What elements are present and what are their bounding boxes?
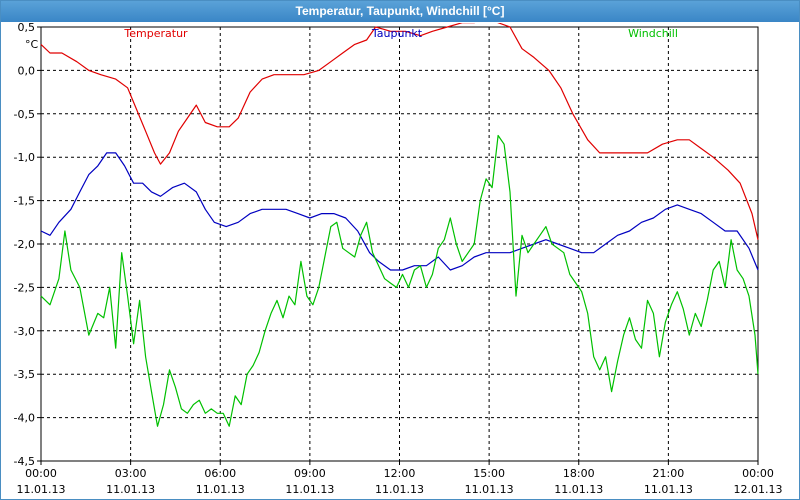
window-title: Temperatur, Taupunkt, Windchill [°C]	[1, 1, 799, 22]
y-tick-label: 0,5	[18, 23, 36, 34]
x-tick-time-label: 00:00	[25, 467, 57, 480]
legend-temperatur: Temperatur	[123, 27, 188, 40]
x-tick-time-label: 18:00	[563, 467, 595, 480]
y-tick-label: -1,0	[14, 151, 35, 164]
x-tick-date-label: 11.01.13	[644, 483, 693, 496]
x-tick-date-label: 11.01.13	[465, 483, 514, 496]
x-tick-time-label: 03:00	[115, 467, 147, 480]
x-tick-time-label: 21:00	[653, 467, 685, 480]
legend-taupunkt: Taupunkt	[371, 27, 423, 40]
series-group	[40, 23, 759, 427]
axis-labels: 0,5 0,0 -0,5 -1,0 -1,5 -2,0 -2,5 -3,0 -3,5 -4,0 -4…	[14, 23, 783, 496]
x-tick-time-label: 09:00	[294, 467, 326, 480]
y-axis-unit-label: °C	[25, 38, 39, 51]
y-tick-label: -4,0	[14, 412, 35, 425]
y-tick-label: 0,0	[18, 64, 36, 77]
legend-windchill: Windchill	[628, 27, 678, 40]
y-tick-label: -0,5	[14, 108, 35, 121]
x-tick-time-label: 12:00	[384, 467, 416, 480]
x-tick-date-label: 11.01.13	[106, 483, 155, 496]
x-tick-date-label: 11.01.13	[554, 483, 603, 496]
series-line-windchill	[40, 134, 759, 427]
y-tick-label: -2,5	[14, 281, 35, 294]
x-tick-date-label: 11.01.13	[17, 483, 66, 496]
y-tick-label: -2,0	[14, 238, 35, 251]
x-tick-time-label: 06:00	[204, 467, 236, 480]
y-tick-label: -3,0	[14, 325, 35, 338]
line-chart: 0,5 0,0 -0,5 -1,0 -1,5 -2,0 -2,5 -3,0 -3,5 -4,0 -4…	[14, 23, 783, 496]
grid	[40, 26, 759, 462]
legend: Temperatur Taupunkt Windchill	[123, 27, 678, 40]
x-tick-time-label: 15:00	[473, 467, 505, 480]
x-tick-date-label: 11.01.13	[285, 483, 334, 496]
y-tick-label: -1,5	[14, 195, 35, 208]
x-tick-date-label: 11.01.13	[375, 483, 424, 496]
y-tick-label: -4,5	[14, 455, 35, 468]
series-line-taupunkt	[40, 152, 759, 271]
series-line-temperatur	[40, 23, 759, 240]
x-tick-date-label: 12.01.13	[734, 483, 783, 496]
x-tick-date-label: 11.01.13	[196, 483, 245, 496]
x-tick-time-label: 00:00	[742, 467, 774, 480]
y-tick-label: -3,5	[14, 368, 35, 381]
